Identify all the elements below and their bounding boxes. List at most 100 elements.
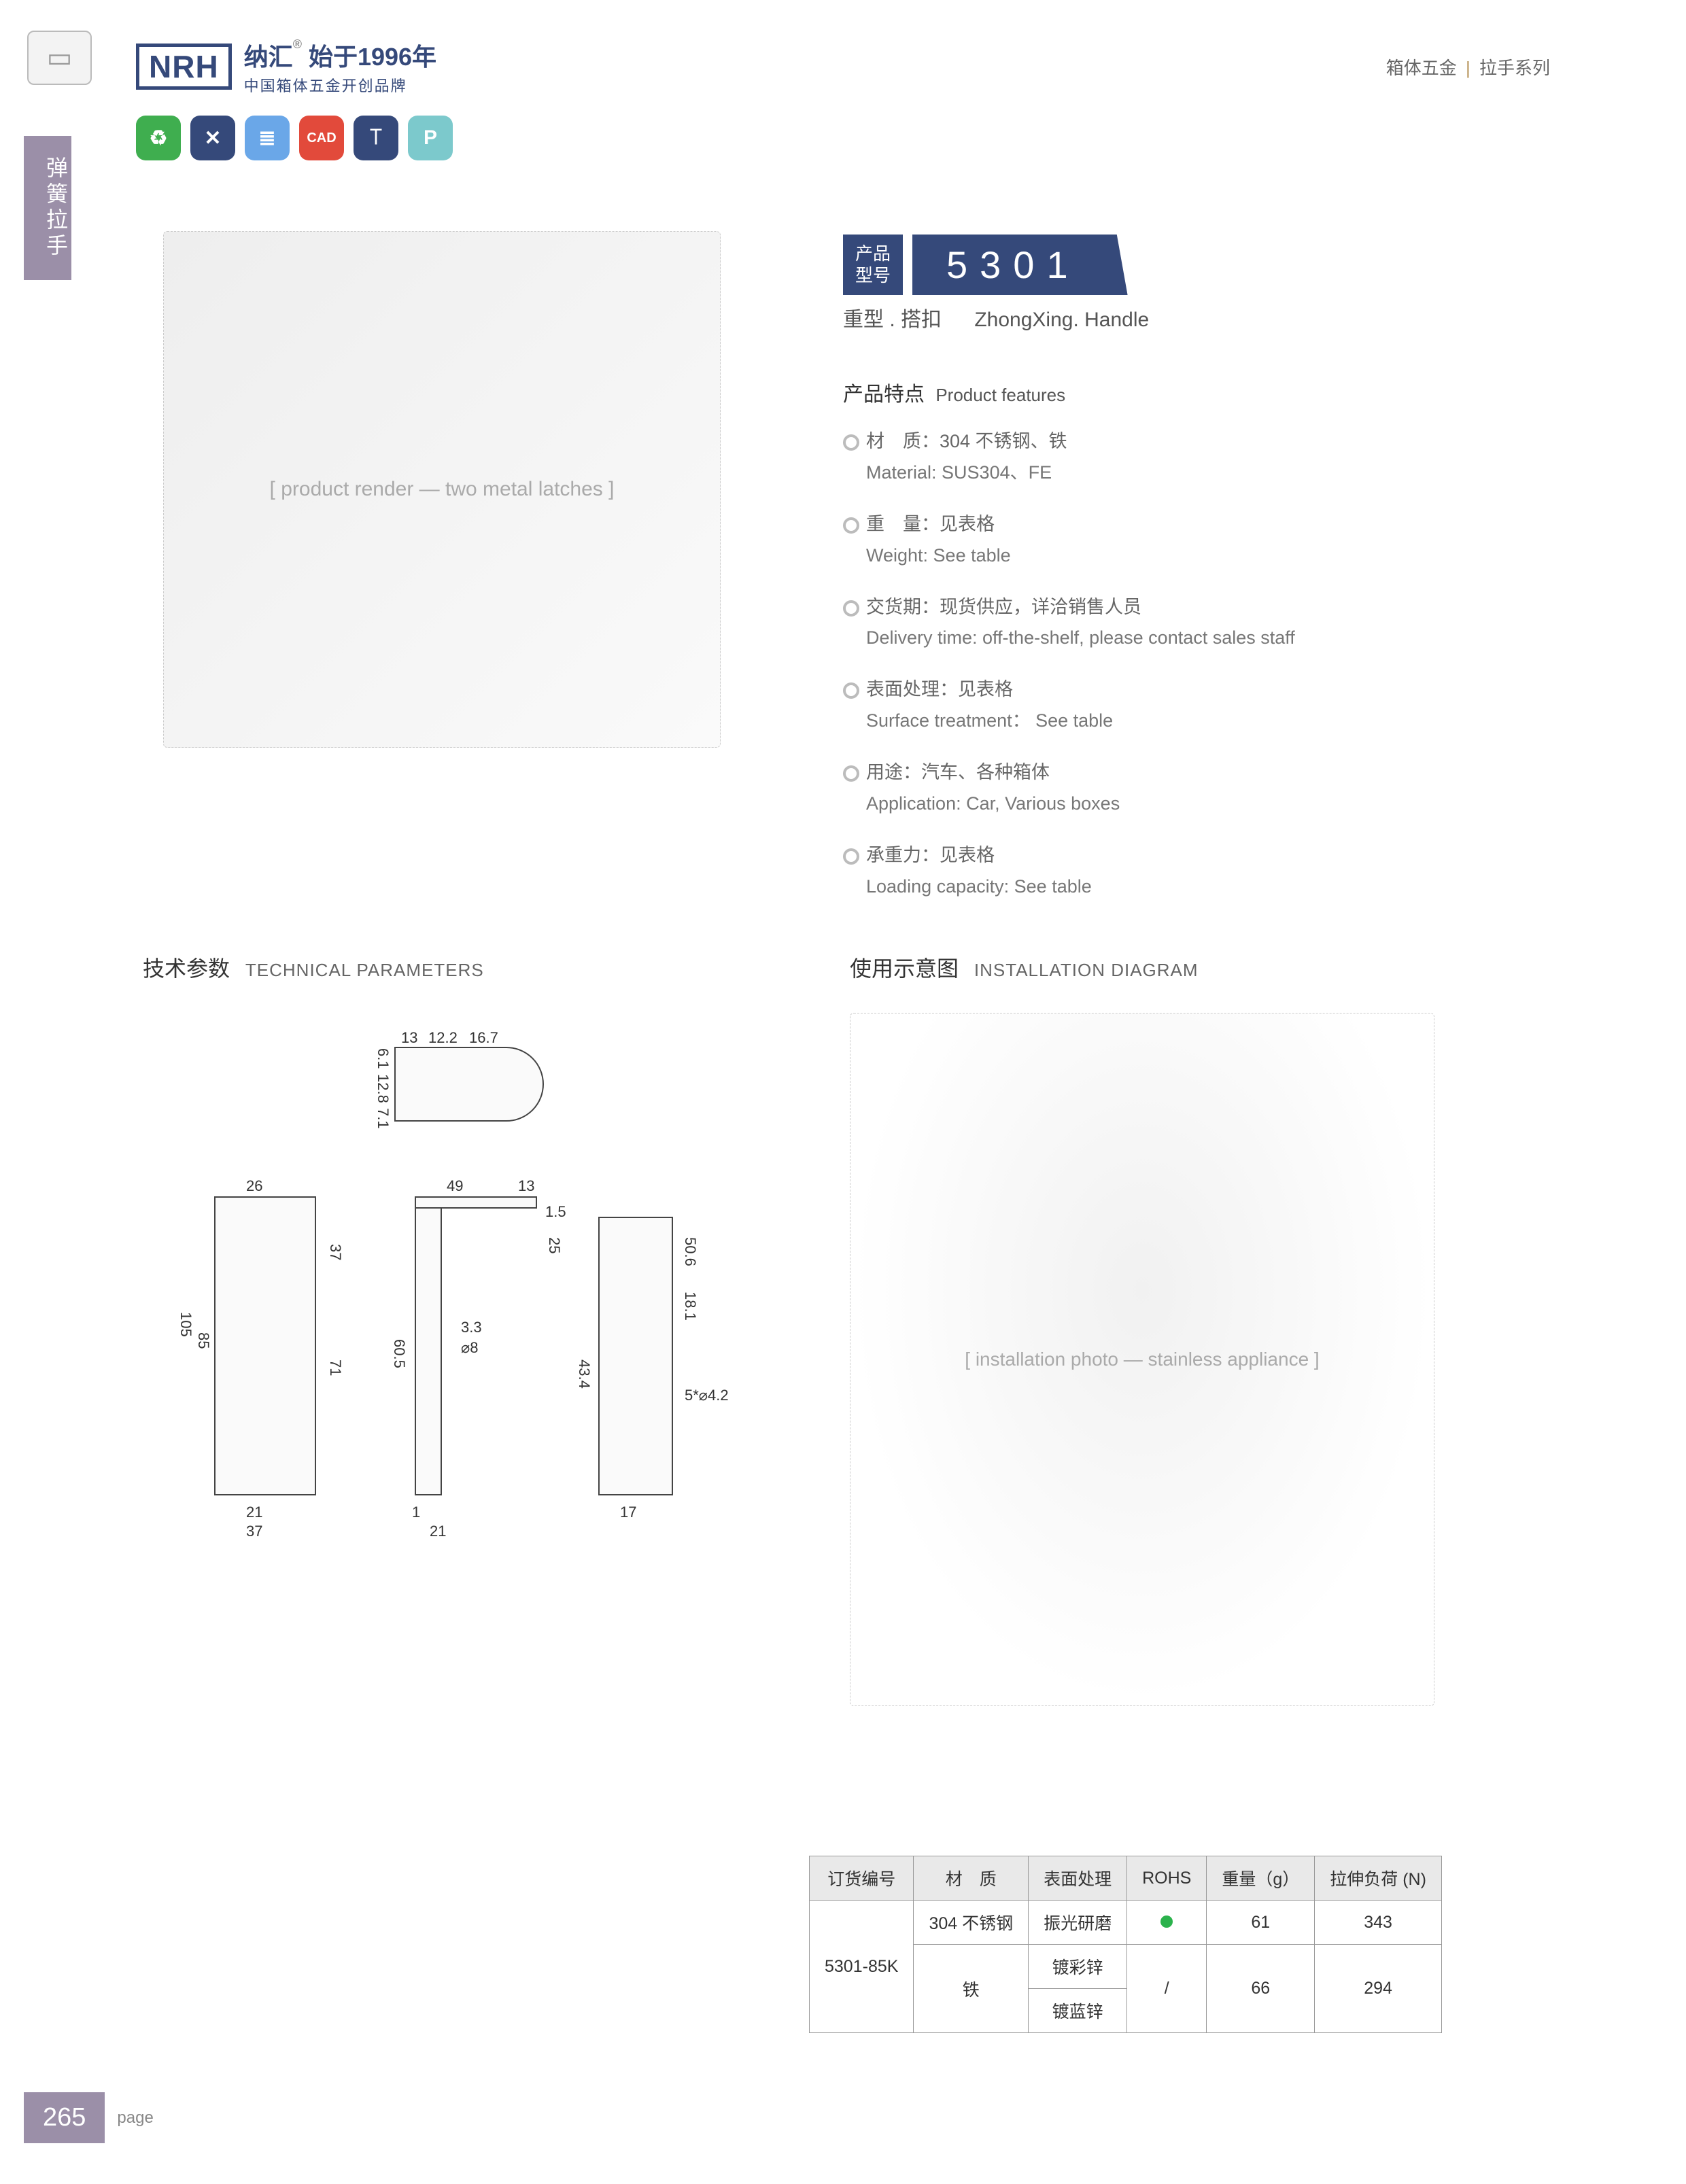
installation-photo: [ installation photo — stainless applian…	[850, 1013, 1434, 1706]
model-label-l2: 型号	[855, 265, 891, 286]
dim: 5*⌀4.2	[683, 1387, 730, 1404]
th-material: 材 质	[914, 1856, 1029, 1901]
breadcrumb-sep: |	[1466, 58, 1470, 78]
feature-cn: 表面处理：见表格	[866, 679, 1013, 699]
feature-cn: 材 质：304 不锈钢、铁	[866, 431, 1067, 451]
cell-weight: 66	[1207, 1945, 1315, 2033]
feature-en: Delivery time: off-the-shelf, please con…	[866, 623, 1550, 654]
dim: 25	[544, 1237, 564, 1253]
dim: 12.8	[373, 1074, 393, 1103]
dim: 37	[245, 1523, 264, 1540]
features-title-cn: 产品特点	[843, 383, 925, 406]
th-rohs: ROHS	[1127, 1856, 1207, 1901]
feature-item: 交货期：现货供应，详洽销售人员 Delivery time: off-the-sh…	[843, 592, 1550, 655]
feature-item: 表面处理：见表格 Surface treatment： See table	[843, 674, 1550, 737]
section-tech-header: 技术参数 TECHNICAL PARAMETERS	[143, 952, 484, 983]
feature-cn: 交货期：现货供应，详洽销售人员	[866, 597, 1141, 617]
cell-rohs: /	[1127, 1945, 1207, 2033]
model-subtitle: 重型 . 搭扣 ZhongXing. Handle	[843, 302, 1149, 332]
cell-surface: 镀蓝锌	[1029, 1989, 1127, 2033]
dim: 13	[517, 1177, 536, 1195]
dim: 21	[428, 1523, 447, 1540]
dim: 13	[400, 1029, 419, 1047]
feature-badge: P	[408, 116, 453, 160]
section-tech-cn: 技术参数	[143, 956, 230, 981]
model-row: 产品 型号 5301	[843, 235, 1128, 295]
logo-block: NRH 纳汇® 始于1996年 中国箱体五金开创品牌	[136, 37, 436, 96]
tech-side-view	[415, 1196, 442, 1495]
tech-front-view	[214, 1196, 316, 1495]
feature-cn: 重 量：见表格	[866, 514, 995, 534]
features-list: 材 质：304 不锈钢、铁 Material: SUS304、FE 重 量：见表格W…	[843, 426, 1550, 903]
dim: 43.4	[574, 1359, 594, 1389]
dim: ⌀8	[460, 1339, 479, 1357]
product-photo: [ product render — two metal latches ]	[163, 231, 721, 748]
dim: 1.5	[544, 1203, 568, 1221]
feature-item: 材 质：304 不锈钢、铁 Material: SUS304、FE	[843, 426, 1550, 489]
dim: 7.1	[373, 1108, 393, 1129]
cell-rohs	[1127, 1901, 1207, 1945]
cell-load: 343	[1315, 1901, 1442, 1945]
feature-en: Surface treatment： See table	[866, 706, 1550, 737]
tech-top-view	[394, 1047, 544, 1122]
feature-badge: ♻	[136, 116, 181, 160]
section-tech-en: TECHNICAL PARAMETERS	[245, 960, 484, 980]
cell-weight: 61	[1207, 1901, 1315, 1945]
feature-en: Application: Car, Various boxes	[866, 788, 1550, 820]
dim: 50.6	[680, 1237, 700, 1266]
features-title: 产品特点 Product features	[843, 377, 1550, 407]
category-icon: ▭	[27, 31, 92, 85]
th-surface: 表面处理	[1029, 1856, 1127, 1901]
model-label-l1: 产品	[855, 243, 891, 264]
section-install-header: 使用示意图 INSTALLATION DIAGRAM	[850, 952, 1199, 983]
cell-surface: 振光研磨	[1029, 1901, 1127, 1945]
model-sub-cn: 重型 . 搭扣	[843, 309, 942, 331]
dim: 49	[445, 1177, 464, 1195]
dim: 26	[245, 1177, 264, 1195]
dim: 1	[411, 1504, 422, 1521]
dim: 37	[325, 1244, 345, 1260]
tech-side-bracket	[415, 1196, 537, 1209]
feature-cn: 用途：汽车、各种箱体	[866, 762, 1050, 782]
cell-load: 294	[1315, 1945, 1442, 2033]
th-load: 拉伸负荷 (N)	[1315, 1856, 1442, 1901]
registered-mark: ®	[293, 37, 302, 51]
cell-material: 铁	[914, 1945, 1029, 2033]
technical-drawing: 13 12.2 16.7 6.1 12.8 7.1 26 105 85 37 7…	[136, 1020, 761, 1577]
cell-surface: 镀彩锌	[1029, 1945, 1127, 1989]
brand-since: 始于1996年	[309, 43, 436, 71]
brand-tagline: 中国箱体五金开创品牌	[244, 74, 436, 96]
feature-item: 承重力：见表格 Loading capacity: See table	[843, 840, 1550, 903]
th-weight: 重量（g）	[1207, 1856, 1315, 1901]
table-header-row: 订货编号 材 质 表面处理 ROHS 重量（g） 拉伸负荷 (N)	[810, 1856, 1442, 1901]
th-order: 订货编号	[810, 1856, 914, 1901]
feature-en: Material: SUS304、FE	[866, 457, 1550, 489]
side-tab: 弹簧拉手	[24, 136, 71, 280]
logo-abbr: NRH	[136, 44, 232, 90]
dim: 16.7	[468, 1029, 500, 1047]
dim: 6.1	[373, 1048, 393, 1069]
tech-right-view	[598, 1217, 673, 1495]
page-label: page	[117, 2109, 153, 2128]
table-row: 5301-85K 304 不锈钢 振光研磨 61 343	[810, 1901, 1442, 1945]
feature-badges: ♻✕≣CAD⟙P	[136, 116, 453, 160]
feature-item: 重 量：见表格Weight: See table	[843, 509, 1550, 572]
dim: 60.5	[389, 1339, 409, 1368]
rohs-dot-icon	[1160, 1916, 1173, 1928]
spec-table: 订货编号 材 质 表面处理 ROHS 重量（g） 拉伸负荷 (N) 5301-8…	[809, 1856, 1442, 2033]
section-install-cn: 使用示意图	[850, 956, 959, 981]
feature-cn: 承重力：见表格	[866, 845, 995, 865]
feature-badge: CAD	[299, 116, 344, 160]
brand-name: 纳汇	[244, 43, 293, 71]
feature-badge: ≣	[245, 116, 290, 160]
model-number: 5301	[912, 235, 1128, 295]
dim: 71	[325, 1359, 345, 1376]
cell-order-no: 5301-85K	[810, 1901, 914, 2033]
dim: 18.1	[680, 1292, 700, 1321]
feature-badge: ⟙	[354, 116, 398, 160]
feature-en: Loading capacity: See table	[866, 871, 1550, 903]
breadcrumb-sub: 拉手系列	[1479, 58, 1550, 78]
dim: 3.3	[460, 1319, 483, 1336]
model-label: 产品 型号	[843, 235, 903, 295]
feature-item: 用途：汽车、各种箱体 Application: Car, Various boxe…	[843, 757, 1550, 820]
